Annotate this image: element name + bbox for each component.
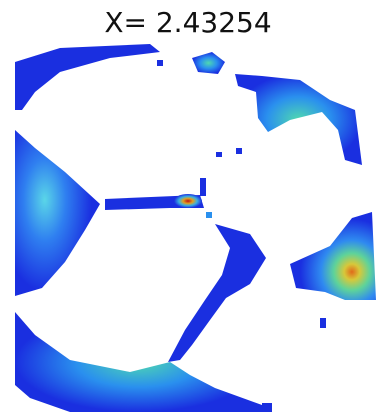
region <box>168 224 266 362</box>
region <box>206 212 212 218</box>
region <box>200 178 206 196</box>
region <box>236 148 242 154</box>
region <box>15 44 160 110</box>
region <box>157 60 163 66</box>
region <box>262 403 272 412</box>
region <box>216 152 222 157</box>
plot-title: X= 2.43254 <box>104 6 271 39</box>
region <box>290 212 376 300</box>
region <box>15 130 100 296</box>
region <box>320 318 326 328</box>
hot-spot <box>174 194 202 208</box>
region <box>192 52 225 74</box>
region <box>235 74 362 165</box>
field <box>15 44 376 412</box>
region <box>15 312 262 412</box>
